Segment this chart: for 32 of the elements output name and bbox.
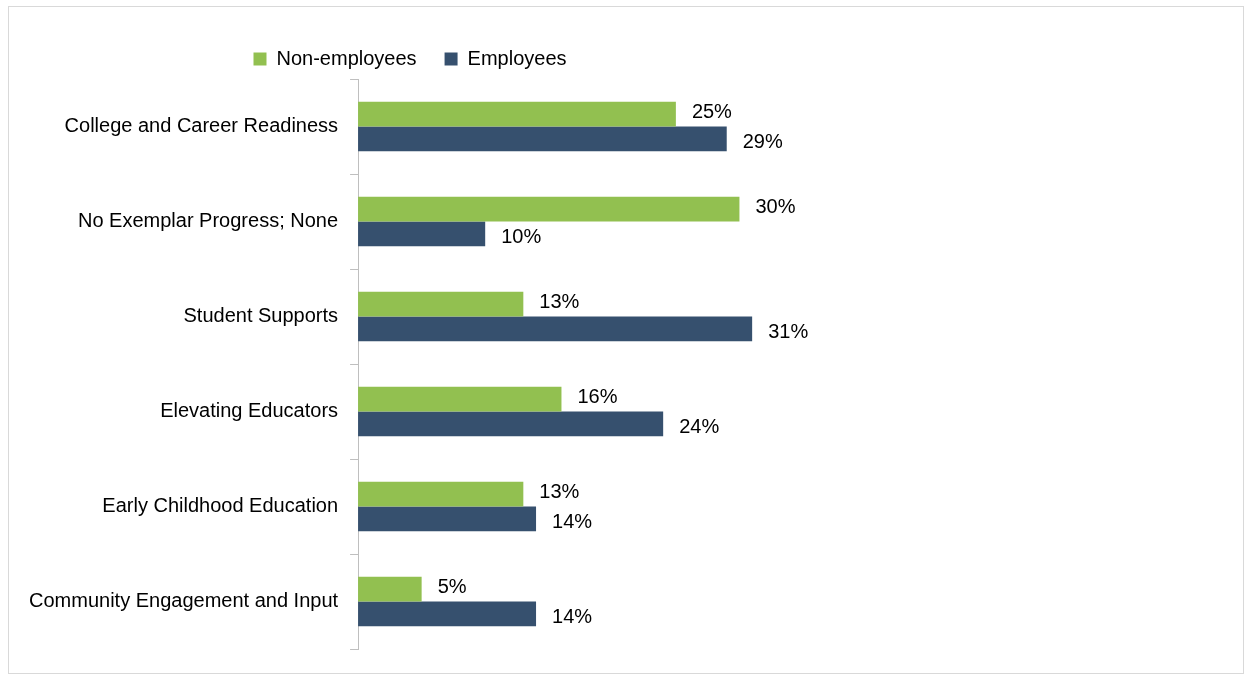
data-label: 14% xyxy=(552,510,593,533)
y-tick-label: Elevating Educators xyxy=(160,399,339,422)
bar xyxy=(358,601,537,627)
legend-label: Employees xyxy=(467,46,567,69)
data-label: 13% xyxy=(539,479,580,502)
bar xyxy=(358,196,740,222)
bar xyxy=(358,576,422,602)
data-label: 29% xyxy=(742,130,783,153)
bar xyxy=(358,221,486,247)
data-label: 10% xyxy=(501,225,542,248)
y-tick-label: Student Supports xyxy=(183,304,339,327)
bar xyxy=(358,316,753,342)
bar xyxy=(358,481,524,507)
data-label: 31% xyxy=(768,320,809,343)
y-tick-label: Community Engagement and Input xyxy=(28,589,339,612)
bar xyxy=(358,386,562,412)
data-label: 16% xyxy=(577,384,618,407)
y-tick-label: Early Childhood Education xyxy=(102,494,339,517)
bar xyxy=(358,411,664,437)
data-label: 25% xyxy=(691,99,733,122)
bar xyxy=(358,506,537,532)
data-label: 5% xyxy=(437,574,467,597)
y-tick-label: College and Career Readiness xyxy=(64,114,339,137)
y-tick-label: No Exemplar Progress; None xyxy=(77,209,339,232)
data-label: 30% xyxy=(755,194,796,217)
data-label: 24% xyxy=(679,415,720,438)
bar xyxy=(358,126,727,152)
bar xyxy=(358,291,524,317)
legend-label: Non-employees xyxy=(276,46,417,69)
data-label: 14% xyxy=(552,605,593,628)
bar xyxy=(358,101,676,127)
data-label: 13% xyxy=(539,289,580,312)
